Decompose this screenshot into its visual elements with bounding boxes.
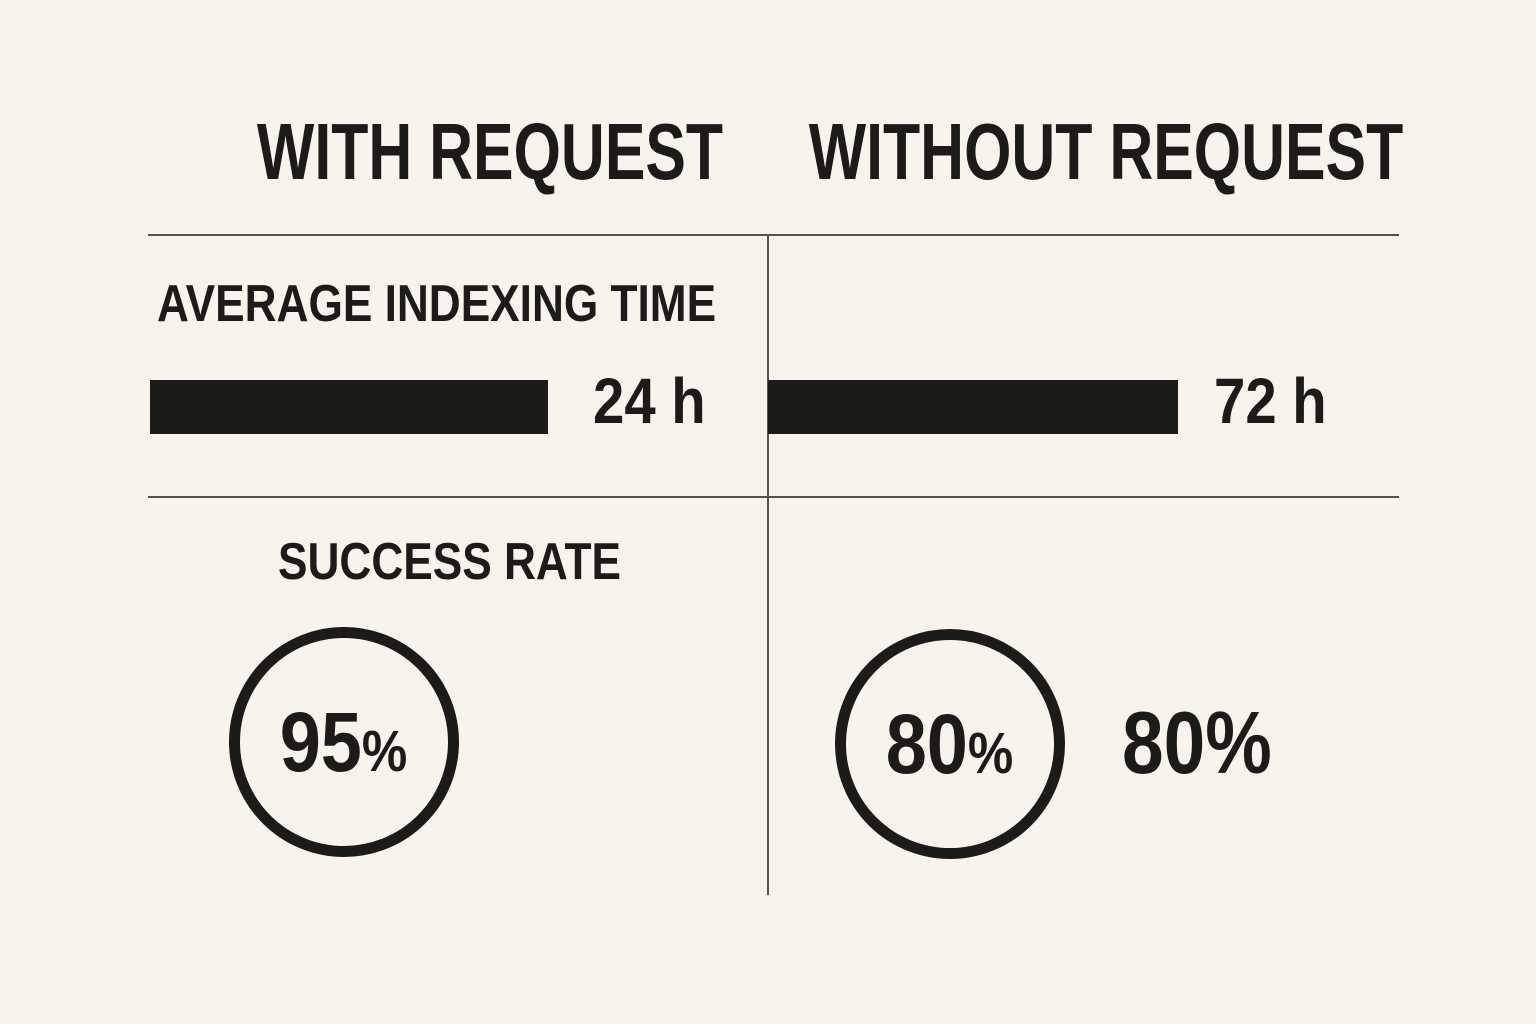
percent-sign: % (968, 721, 1014, 786)
success-rate-value-with-request: 95% (280, 700, 408, 784)
metric-label-success-rate: SUCCESS RATE (278, 533, 622, 591)
divider-vertical-columns (767, 234, 769, 895)
indexing-time-value-without-request: 72 h (1214, 365, 1327, 437)
success-rate-circle-with-request: 95% (229, 627, 459, 857)
success-rate-number-with-request: 95 (280, 695, 363, 789)
percent-sign: % (362, 719, 408, 784)
indexing-time-value-with-request: 24 h (593, 365, 706, 437)
success-rate-circle-without-request: 80% (835, 629, 1065, 859)
column-header-with-request: WITH REQUEST (256, 107, 724, 196)
divider-horizontal-top (148, 234, 1399, 236)
metric-label-average-indexing-time: AVERAGE INDEXING TIME (157, 275, 717, 333)
success-rate-value-without-request: 80% (886, 702, 1014, 786)
success-rate-number-without-request: 80 (886, 697, 969, 791)
indexing-time-bar-without-request (768, 380, 1178, 434)
success-rate-value-without-request-outside: 80% (1122, 693, 1272, 792)
column-header-without-request: WITHOUT REQUEST (808, 107, 1404, 196)
divider-horizontal-middle (148, 496, 1399, 498)
indexing-time-bar-with-request (150, 380, 548, 434)
